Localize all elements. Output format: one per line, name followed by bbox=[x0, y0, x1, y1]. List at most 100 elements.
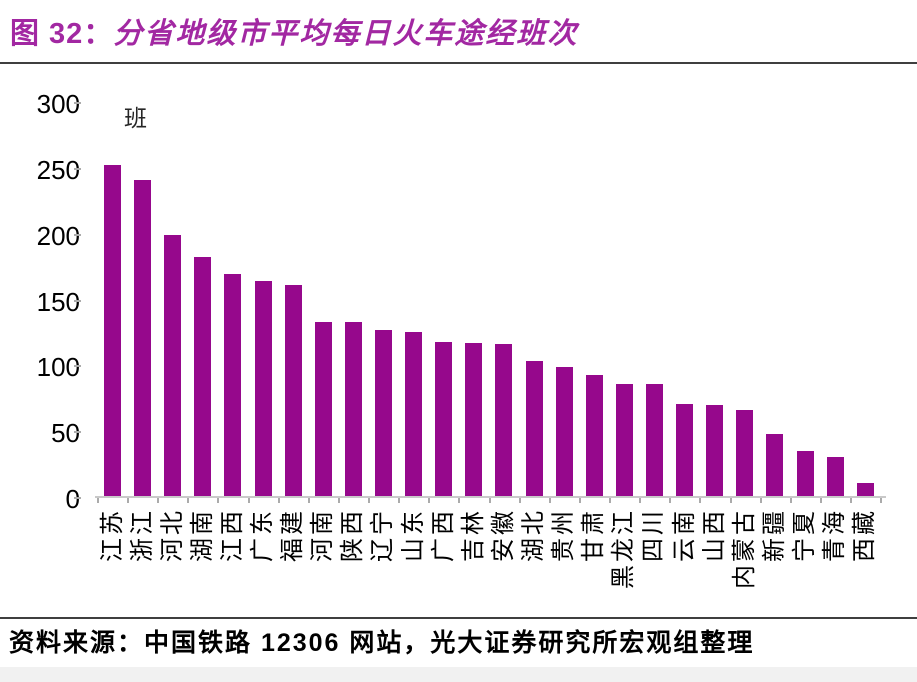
x-label-河北: 河北 bbox=[159, 505, 186, 615]
y-tick-label: 50 bbox=[51, 418, 80, 449]
x-tick-mark bbox=[759, 498, 762, 503]
x-label-text: 四川 bbox=[640, 508, 668, 562]
x-label-四川: 四川 bbox=[640, 505, 667, 615]
x-label-text: 湖北 bbox=[520, 508, 548, 562]
bar-内蒙古 bbox=[736, 410, 754, 497]
bar-福建 bbox=[284, 285, 302, 497]
x-tick-mark bbox=[337, 498, 340, 503]
x-label-text: 山西 bbox=[700, 508, 728, 562]
bar-湖北 bbox=[525, 361, 543, 497]
x-label-text: 内蒙古 bbox=[730, 508, 758, 589]
x-label-福建: 福建 bbox=[279, 505, 306, 615]
y-tick-mark bbox=[74, 431, 81, 434]
x-tick-mark bbox=[458, 498, 461, 503]
bar-山东 bbox=[405, 332, 423, 497]
bar-西藏 bbox=[856, 483, 874, 497]
bar-安徽 bbox=[495, 344, 513, 497]
x-label-广东: 广东 bbox=[249, 505, 276, 615]
bar-湖南 bbox=[194, 257, 212, 497]
y-tick-label: 0 bbox=[65, 484, 80, 514]
x-tick-mark bbox=[639, 498, 642, 503]
x-tick-mark bbox=[578, 498, 581, 503]
x-label-text: 江苏 bbox=[98, 508, 126, 562]
y-tick-label: 100 bbox=[36, 352, 80, 383]
bar-四川 bbox=[645, 384, 663, 497]
y-tick-mark bbox=[74, 365, 81, 368]
y-tick-label: 150 bbox=[36, 286, 80, 317]
y-tick-mark bbox=[74, 102, 81, 104]
x-label-text: 吉林 bbox=[459, 508, 487, 562]
bar-江苏 bbox=[104, 165, 121, 497]
x-tick-mark bbox=[850, 498, 852, 503]
x-label-江西: 江西 bbox=[219, 505, 246, 615]
y-tick-label: 200 bbox=[36, 220, 80, 251]
x-label-湖南: 湖南 bbox=[189, 505, 216, 615]
x-label-text: 广西 bbox=[429, 508, 457, 562]
x-label-湖北: 湖北 bbox=[520, 505, 547, 615]
x-label-河南: 河南 bbox=[309, 505, 336, 615]
x-tick-mark bbox=[518, 498, 521, 503]
figure-number: 图 32： bbox=[10, 18, 114, 50]
x-label-新疆: 新疆 bbox=[761, 505, 788, 615]
x-label-text: 河北 bbox=[158, 508, 186, 562]
x-tick-mark bbox=[97, 498, 99, 503]
x-label-青海: 青海 bbox=[821, 505, 848, 615]
bar-山西 bbox=[706, 405, 724, 497]
x-label-江苏: 江苏 bbox=[99, 505, 126, 615]
y-axis-unit-label: 班 bbox=[124, 105, 147, 131]
x-label-云南: 云南 bbox=[671, 505, 698, 615]
x-tick-mark bbox=[217, 498, 220, 503]
y-tick-mark bbox=[74, 299, 81, 302]
x-label-text: 黑龙江 bbox=[610, 508, 638, 589]
x-tick-mark bbox=[699, 498, 702, 503]
footer-separator-line bbox=[0, 617, 917, 619]
bar-青海 bbox=[826, 457, 844, 497]
x-label-甘肃: 甘肃 bbox=[580, 505, 607, 615]
x-label-text: 湖南 bbox=[188, 508, 216, 562]
x-label-广西: 广西 bbox=[430, 505, 457, 615]
x-label-text: 江西 bbox=[218, 508, 246, 562]
bar-河北 bbox=[164, 235, 182, 497]
x-label-贵州: 贵州 bbox=[550, 505, 577, 615]
bottom-strip bbox=[0, 667, 917, 682]
bar-广西 bbox=[435, 342, 453, 497]
x-label-text: 浙江 bbox=[128, 508, 156, 562]
figure-title: 图 32：分省地级市平均每日火车途经班次 bbox=[10, 10, 907, 52]
bar-吉林 bbox=[465, 343, 483, 497]
x-label-西藏: 西藏 bbox=[851, 505, 878, 615]
x-tick-mark bbox=[247, 498, 250, 503]
x-tick-mark bbox=[880, 498, 883, 503]
x-label-吉林: 吉林 bbox=[460, 505, 487, 615]
x-label-安徽: 安徽 bbox=[490, 505, 517, 615]
x-label-text: 宁夏 bbox=[791, 508, 819, 562]
x-tick-mark bbox=[127, 498, 130, 503]
bar-陕西 bbox=[344, 322, 362, 497]
x-tick-mark bbox=[548, 498, 551, 503]
x-tick-mark bbox=[609, 498, 612, 503]
x-tick-mark bbox=[187, 498, 190, 503]
x-label-text: 云南 bbox=[670, 508, 698, 562]
source-note: 资料来源：中国铁路 12306 网站，光大证券研究所宏观组整理 bbox=[9, 629, 755, 657]
x-label-浙江: 浙江 bbox=[129, 505, 156, 615]
x-label-text: 福建 bbox=[279, 508, 307, 562]
x-label-text: 新疆 bbox=[760, 508, 788, 562]
x-tick-mark bbox=[669, 498, 672, 503]
x-label-text: 河南 bbox=[309, 508, 337, 562]
y-tick-label: 300 bbox=[36, 89, 80, 119]
x-label-text: 安徽 bbox=[489, 508, 517, 562]
x-axis-line bbox=[95, 496, 886, 498]
bar-宁夏 bbox=[796, 451, 814, 497]
x-label-text: 青海 bbox=[821, 508, 849, 562]
x-axis-labels: 江苏 浙江 河北 湖南 江西 广东 福建 河南 陕西 辽宁 山东 广西 吉林 安徽 湖北 贵州 甘肃 黑龙江 四川云… bbox=[99, 505, 879, 615]
bar-辽宁 bbox=[374, 330, 392, 497]
figure-title-text: 分省地级市平均每日火车途经班次 bbox=[113, 18, 579, 50]
bar-黑龙江 bbox=[615, 384, 633, 497]
title-separator-line bbox=[0, 62, 917, 64]
x-label-text: 陕西 bbox=[339, 508, 367, 562]
x-tick-mark bbox=[488, 498, 491, 503]
x-tick-mark bbox=[789, 498, 792, 503]
x-label-宁夏: 宁夏 bbox=[791, 505, 818, 615]
x-label-text: 辽宁 bbox=[369, 508, 397, 562]
x-tick-mark bbox=[277, 498, 280, 503]
